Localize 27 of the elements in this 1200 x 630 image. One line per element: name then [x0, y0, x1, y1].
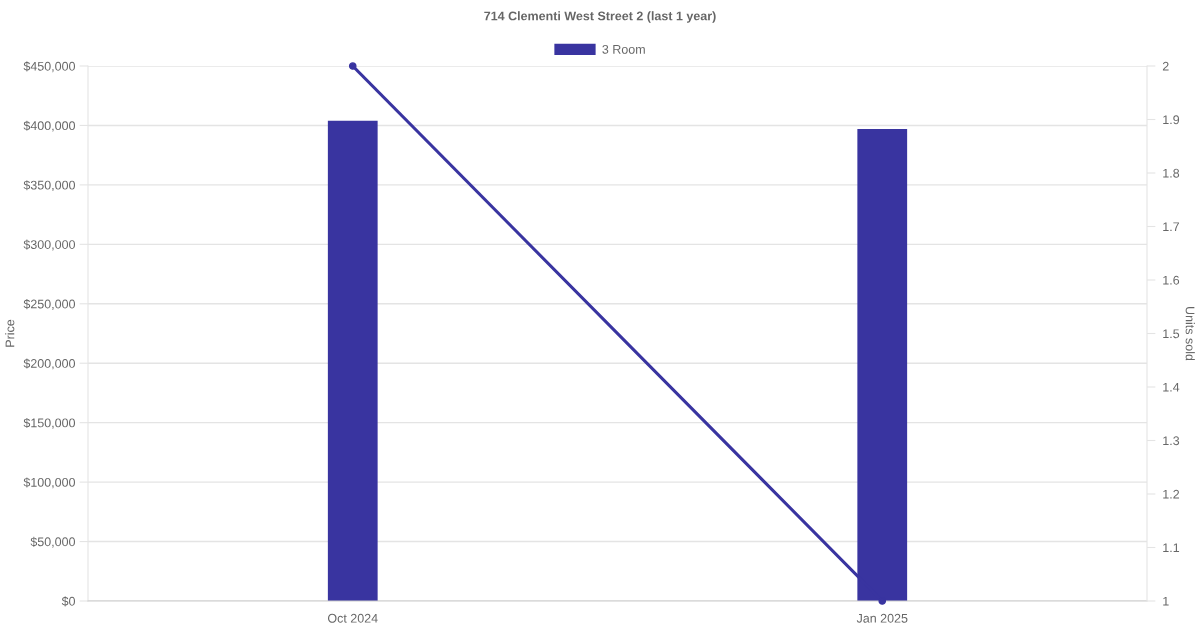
y-tick-label: $50,000: [30, 536, 76, 548]
y2-tick-label: 1.4: [1163, 382, 1180, 392]
y2-tick-label: 1.3: [1163, 436, 1180, 446]
x-tick-label: Jan 2025: [856, 613, 908, 623]
y-tick-label: $200,000: [23, 358, 76, 370]
y2-tick-label: 1.6: [1163, 275, 1180, 285]
y-tick-label: $350,000: [23, 180, 76, 192]
y2-tick-label: 1.8: [1163, 168, 1180, 178]
y-tick-label: $100,000: [23, 477, 76, 489]
y2-tick-label: 1.7: [1163, 222, 1180, 232]
y-tick-label: $400,000: [23, 120, 76, 132]
y2-tick-label: 1.5: [1163, 329, 1180, 339]
y2-tick-label: 1.1: [1163, 543, 1180, 553]
y2-axis-title: Units sold: [1185, 307, 1195, 361]
y2-tick-label: 1.9: [1163, 115, 1180, 125]
chart-title: 714 Clementi West Street 2 (last 1 year): [484, 11, 716, 23]
y2-tick-label: 1.2: [1163, 489, 1180, 499]
y-tick-label: $250,000: [23, 299, 76, 310]
y-tick-label: $300,000: [23, 239, 76, 251]
y-tick-label: $450,000: [23, 61, 76, 73]
legend-label: 3 Room: [602, 44, 645, 54]
y2-tick-label: 1: [1163, 596, 1169, 606]
y-tick-label: $150,000: [23, 417, 76, 429]
x-tick-label: Oct 2024: [327, 613, 378, 623]
y-axis-title: Price: [5, 319, 15, 347]
y2-tick-label: 2: [1162, 61, 1169, 71]
y-tick-label: $0: [61, 596, 76, 607]
